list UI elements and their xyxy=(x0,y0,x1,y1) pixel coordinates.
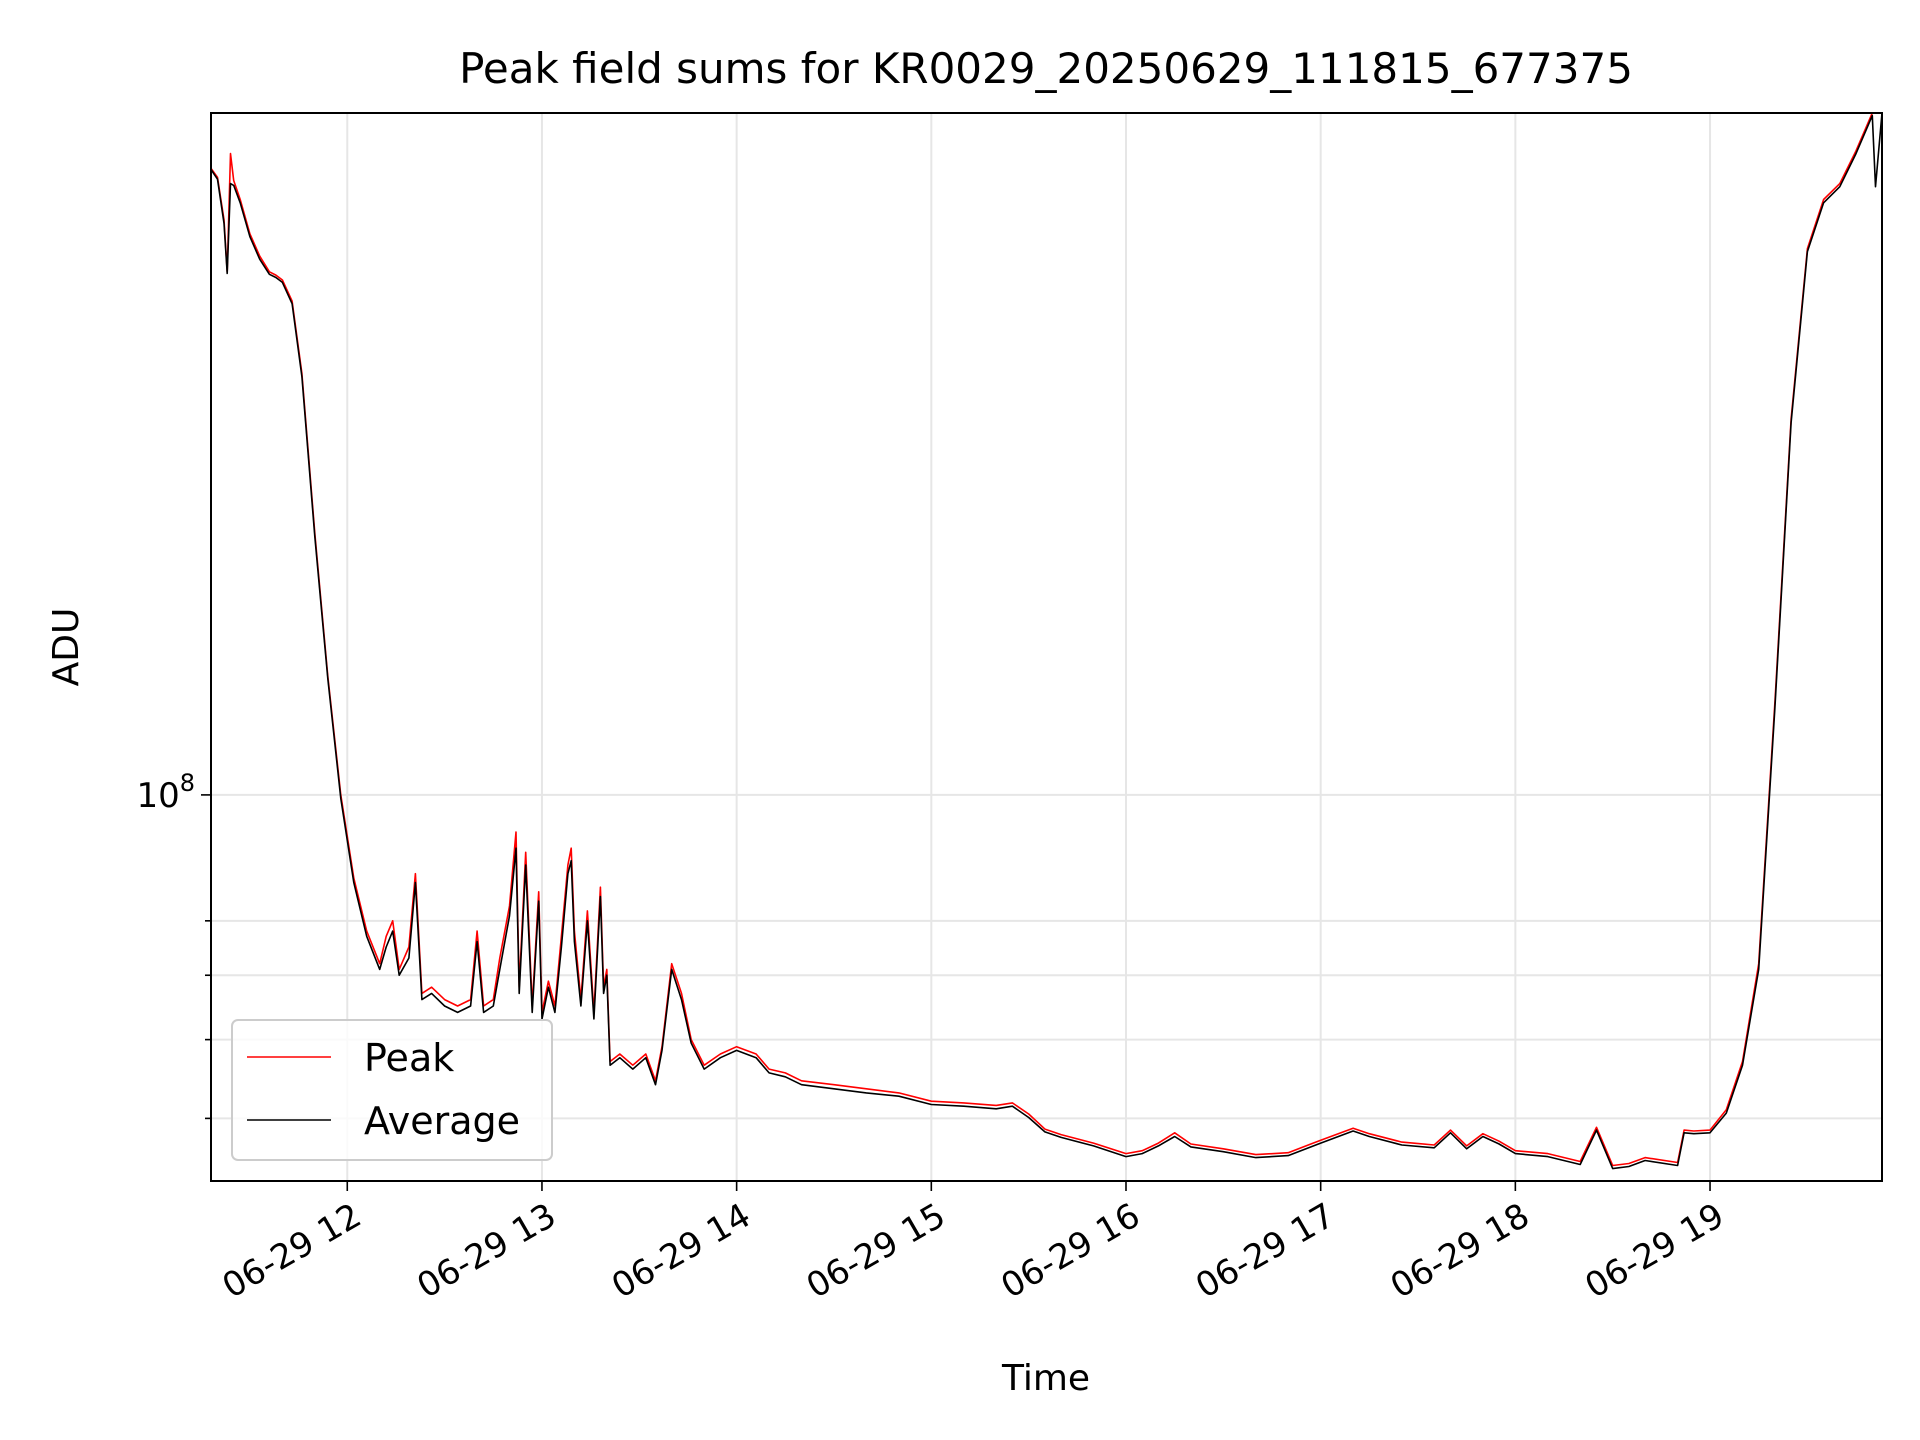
series-line-average xyxy=(210,112,1883,1170)
series-lines xyxy=(210,112,1883,1170)
legend-label-peak: Peak xyxy=(364,1036,454,1080)
series-line-peak xyxy=(210,112,1882,1167)
y-tick-label: 108 xyxy=(136,769,195,816)
legend-label-average: Average xyxy=(364,1099,520,1143)
legend-box xyxy=(231,1019,553,1161)
y-axis-label: ADU xyxy=(46,608,87,687)
chart-title: Peak field sums for KR0029_20250629_1118… xyxy=(459,44,1633,93)
plot-area-frame xyxy=(210,112,1883,1182)
legend: Peak Average xyxy=(231,1019,553,1161)
y-axis-ticks: 108 xyxy=(136,769,211,1120)
x-axis-label: Time xyxy=(1001,1358,1090,1399)
